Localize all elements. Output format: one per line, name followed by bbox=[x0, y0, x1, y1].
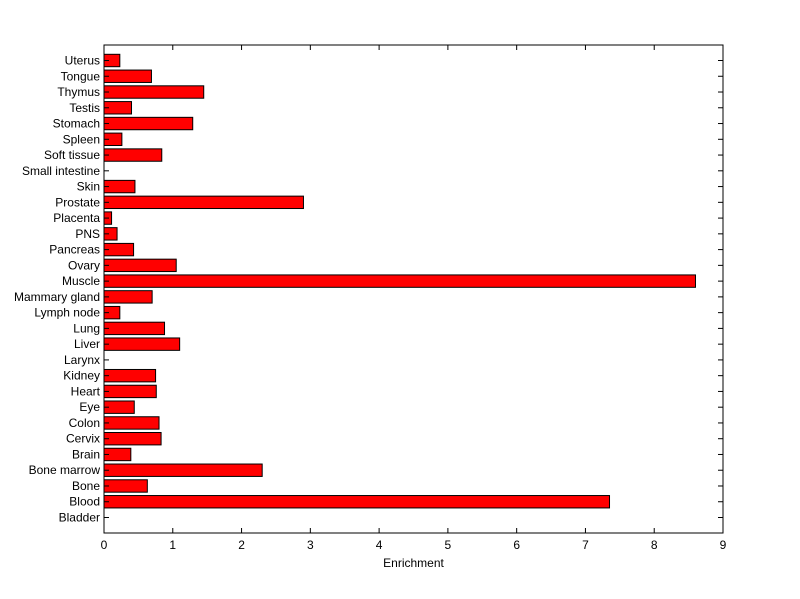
y-tick-label: Small intestine bbox=[22, 164, 100, 178]
y-tick-label: Bone marrow bbox=[29, 463, 101, 477]
plot-area bbox=[104, 45, 723, 533]
bar-thymus bbox=[103, 85, 205, 99]
bar-stomach bbox=[103, 116, 194, 131]
bar-colon bbox=[103, 416, 160, 430]
y-tick-label: Tongue bbox=[61, 69, 101, 83]
y-tick-label: Bone bbox=[72, 479, 100, 493]
x-tick-label: 2 bbox=[238, 538, 245, 552]
y-tick-label: Pancreas bbox=[49, 243, 100, 257]
y-tick-label: Stomach bbox=[53, 117, 100, 131]
y-tick-label: Heart bbox=[71, 384, 101, 398]
y-tick-label: Mammary gland bbox=[14, 290, 100, 304]
bar-kidney bbox=[103, 368, 157, 383]
y-tick-label: Eye bbox=[79, 400, 100, 414]
y-tick-label: Spleen bbox=[63, 132, 100, 146]
plot-frame bbox=[103, 44, 724, 534]
y-tick-label: Testis bbox=[69, 101, 100, 115]
bar-soft-tissue bbox=[103, 148, 163, 162]
bar-blood bbox=[103, 495, 611, 509]
bar-mammary-gland bbox=[103, 290, 153, 304]
y-tick-label: Larynx bbox=[64, 353, 100, 367]
x-tick-label: 6 bbox=[513, 538, 520, 552]
x-axis-label: Enrichment bbox=[383, 556, 444, 570]
y-tick-label: Uterus bbox=[65, 54, 100, 68]
y-tick-label: Brain bbox=[72, 447, 100, 461]
y-tick-label: PNS bbox=[75, 227, 100, 241]
bar-bone bbox=[103, 479, 148, 493]
bar-lung bbox=[103, 321, 166, 336]
y-tick-label: Cervix bbox=[66, 432, 100, 446]
y-tick-label: Soft tissue bbox=[44, 148, 100, 162]
bar-ovary bbox=[103, 258, 177, 273]
bar-muscle bbox=[103, 274, 696, 288]
y-tick-label: Placenta bbox=[53, 211, 100, 225]
y-tick-label: Thymus bbox=[57, 85, 100, 99]
x-tick-label: 3 bbox=[307, 538, 314, 552]
x-tick-label: 7 bbox=[582, 538, 589, 552]
x-tick-label: 4 bbox=[376, 538, 383, 552]
y-tick-label: Prostate bbox=[55, 195, 100, 209]
x-axis-ticks: 0 1 2 3 4 5 6 7 8 9 bbox=[101, 45, 727, 552]
bar-tongue bbox=[103, 69, 152, 83]
bar-liver bbox=[103, 337, 181, 351]
x-tick-label: 9 bbox=[720, 538, 727, 552]
y-tick-label: Muscle bbox=[62, 274, 100, 288]
x-tick-label: 1 bbox=[169, 538, 176, 552]
y-tick-label: Ovary bbox=[68, 258, 100, 272]
bar-cervix bbox=[103, 432, 162, 446]
y-tick-label: Bladder bbox=[59, 511, 100, 525]
x-tick-label: 0 bbox=[101, 538, 108, 552]
bar-bone-marrow bbox=[103, 463, 263, 477]
y-tick-label: Kidney bbox=[63, 369, 100, 383]
y-tick-label: Skin bbox=[77, 180, 100, 194]
bar-prostate bbox=[103, 195, 304, 210]
y-tick-label: Blood bbox=[69, 495, 100, 509]
x-tick-label: 8 bbox=[651, 538, 658, 552]
y-tick-label: Lymph node bbox=[34, 306, 100, 320]
bar-heart bbox=[103, 384, 157, 399]
x-tick-label: 5 bbox=[445, 538, 452, 552]
y-tick-label: Colon bbox=[69, 416, 100, 430]
y-tick-label: Liver bbox=[74, 337, 100, 351]
y-tick-label: Lung bbox=[73, 321, 100, 335]
